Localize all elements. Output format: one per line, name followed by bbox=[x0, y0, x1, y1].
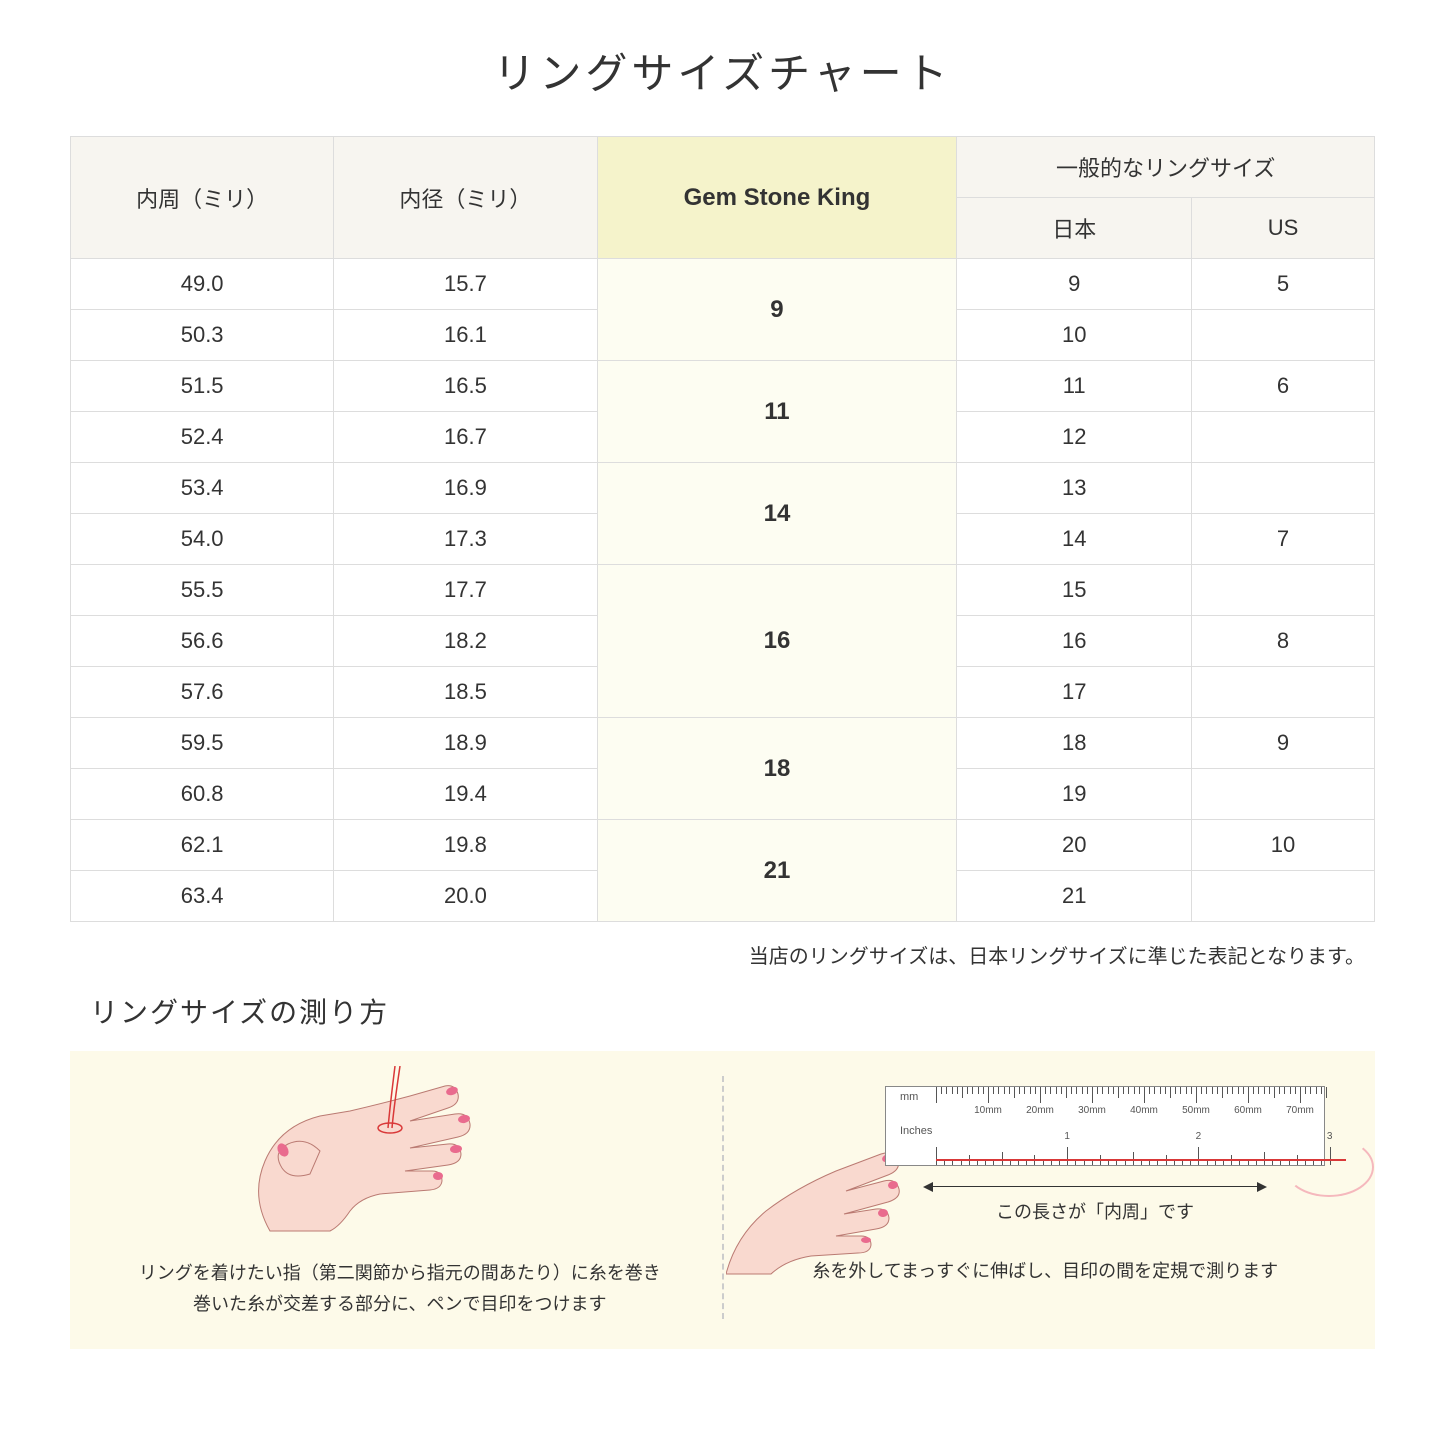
cell-circumference: 59.5 bbox=[71, 718, 334, 769]
cell-us bbox=[1192, 769, 1375, 820]
cell-japan: 12 bbox=[957, 412, 1192, 463]
measure-arrow-label: この長さが「内周」です bbox=[925, 1198, 1265, 1224]
cell-us bbox=[1192, 310, 1375, 361]
cell-japan: 20 bbox=[957, 820, 1192, 871]
cell-diameter: 18.5 bbox=[334, 667, 597, 718]
cell-gsk: 11 bbox=[597, 361, 957, 463]
cell-japan: 13 bbox=[957, 463, 1192, 514]
hand-wrap-illustration bbox=[210, 1066, 570, 1236]
cell-diameter: 17.3 bbox=[334, 514, 597, 565]
col-japan: 日本 bbox=[957, 198, 1192, 259]
cell-circumference: 52.4 bbox=[71, 412, 334, 463]
cell-japan: 21 bbox=[957, 871, 1192, 922]
cell-japan: 18 bbox=[957, 718, 1192, 769]
cell-gsk: 9 bbox=[597, 259, 957, 361]
thread-curl bbox=[1284, 1137, 1374, 1197]
cell-circumference: 50.3 bbox=[71, 310, 334, 361]
cell-gsk: 16 bbox=[597, 565, 957, 718]
ruler-mm-tick-label: 20mm bbox=[1026, 1105, 1054, 1116]
cell-circumference: 62.1 bbox=[71, 820, 334, 871]
cell-japan: 16 bbox=[957, 616, 1192, 667]
table-row: 62.119.8212010 bbox=[71, 820, 1375, 871]
cell-us: 7 bbox=[1192, 514, 1375, 565]
instructions-panel: リングを着けたい指（第二関節から指元の間あたり）に糸を巻き 巻いた糸が交差する部… bbox=[70, 1051, 1375, 1349]
cell-circumference: 53.4 bbox=[71, 463, 334, 514]
table-row: 55.517.71615 bbox=[71, 565, 1375, 616]
cell-japan: 10 bbox=[957, 310, 1192, 361]
cell-diameter: 17.7 bbox=[334, 565, 597, 616]
cell-gsk: 18 bbox=[597, 718, 957, 820]
table-row: 53.416.91413 bbox=[71, 463, 1375, 514]
table-row: 51.516.511116 bbox=[71, 361, 1375, 412]
table-row: 49.015.7995 bbox=[71, 259, 1375, 310]
instruction-left-text: リングを着けたい指（第二関節から指元の間あたり）に糸を巻き 巻いた糸が交差する部… bbox=[90, 1258, 710, 1319]
cell-us: 6 bbox=[1192, 361, 1375, 412]
panel-divider bbox=[722, 1076, 724, 1319]
cell-gsk: 14 bbox=[597, 463, 957, 565]
cell-japan: 15 bbox=[957, 565, 1192, 616]
instruction-left: リングを着けたい指（第二関節から指元の間あたり）に糸を巻き 巻いた糸が交差する部… bbox=[90, 1076, 710, 1319]
table-note: 当店のリングサイズは、日本リングサイズに準じた表記となります。 bbox=[70, 940, 1375, 969]
cell-us: 5 bbox=[1192, 259, 1375, 310]
cell-circumference: 51.5 bbox=[71, 361, 334, 412]
cell-diameter: 15.7 bbox=[334, 259, 597, 310]
cell-diameter: 18.9 bbox=[334, 718, 597, 769]
cell-circumference: 57.6 bbox=[71, 667, 334, 718]
cell-us: 10 bbox=[1192, 820, 1375, 871]
cell-us: 8 bbox=[1192, 616, 1375, 667]
cell-us bbox=[1192, 565, 1375, 616]
cell-diameter: 16.5 bbox=[334, 361, 597, 412]
ruler-mm-tick-label: 30mm bbox=[1078, 1105, 1106, 1116]
cell-diameter: 19.8 bbox=[334, 820, 597, 871]
cell-us bbox=[1192, 871, 1375, 922]
cell-circumference: 56.6 bbox=[71, 616, 334, 667]
cell-japan: 19 bbox=[957, 769, 1192, 820]
ruler-mm-tick-label: 50mm bbox=[1182, 1105, 1210, 1116]
cell-diameter: 19.4 bbox=[334, 769, 597, 820]
cell-gsk: 21 bbox=[597, 820, 957, 922]
cell-japan: 11 bbox=[957, 361, 1192, 412]
ruler-mm-tick-label: 40mm bbox=[1130, 1105, 1158, 1116]
col-diameter: 内径（ミリ） bbox=[334, 137, 597, 259]
instruction-right: mm Inches 10mm20mm30mm40mm50mm60mm70mm12… bbox=[736, 1076, 1356, 1319]
cell-circumference: 49.0 bbox=[71, 259, 334, 310]
measure-arrow bbox=[925, 1186, 1265, 1187]
measure-subtitle: リングサイズの測り方 bbox=[90, 991, 1375, 1031]
cell-us bbox=[1192, 463, 1375, 514]
ruler-mm-tick-label: 60mm bbox=[1234, 1105, 1262, 1116]
table-row: 59.518.918189 bbox=[71, 718, 1375, 769]
cell-diameter: 16.9 bbox=[334, 463, 597, 514]
ruler-illustration: mm Inches 10mm20mm30mm40mm50mm60mm70mm12… bbox=[885, 1086, 1325, 1166]
cell-diameter: 16.7 bbox=[334, 412, 597, 463]
ruler-inch-tick-label: 2 bbox=[1196, 1131, 1202, 1142]
cell-diameter: 20.0 bbox=[334, 871, 597, 922]
ring-size-table: 内周（ミリ） 内径（ミリ） Gem Stone King 一般的なリングサイズ … bbox=[70, 136, 1375, 922]
col-circumference: 内周（ミリ） bbox=[71, 137, 334, 259]
cell-circumference: 63.4 bbox=[71, 871, 334, 922]
cell-japan: 9 bbox=[957, 259, 1192, 310]
cell-diameter: 18.2 bbox=[334, 616, 597, 667]
col-us: US bbox=[1192, 198, 1375, 259]
col-general-group: 一般的なリングサイズ bbox=[957, 137, 1375, 198]
page-title: リングサイズチャート bbox=[70, 40, 1375, 101]
cell-japan: 14 bbox=[957, 514, 1192, 565]
ruler-mm-tick-label: 70mm bbox=[1286, 1105, 1314, 1116]
cell-circumference: 60.8 bbox=[71, 769, 334, 820]
cell-us: 9 bbox=[1192, 718, 1375, 769]
cell-us bbox=[1192, 412, 1375, 463]
cell-japan: 17 bbox=[957, 667, 1192, 718]
cell-us bbox=[1192, 667, 1375, 718]
cell-diameter: 16.1 bbox=[334, 310, 597, 361]
cell-circumference: 54.0 bbox=[71, 514, 334, 565]
ruler-mm-tick-label: 10mm bbox=[974, 1105, 1002, 1116]
col-gsk: Gem Stone King bbox=[597, 137, 957, 259]
ruler-inch-tick-label: 1 bbox=[1064, 1131, 1070, 1142]
cell-circumference: 55.5 bbox=[71, 565, 334, 616]
